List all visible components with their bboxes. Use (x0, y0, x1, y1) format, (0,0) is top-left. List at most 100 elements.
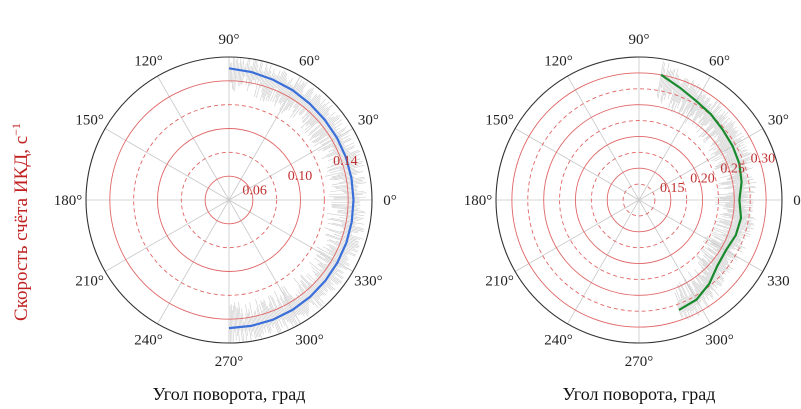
raw-data-stroke (285, 81, 305, 111)
raw-data-stroke (717, 178, 754, 186)
raw-data-stroke (283, 307, 294, 327)
raw-data-stroke (345, 216, 362, 220)
raw-data-stroke (332, 222, 365, 231)
raw-data-stroke (719, 219, 754, 230)
angle-tick-label: 240° (134, 332, 163, 348)
raw-data-stroke (698, 103, 711, 119)
raw-data-stroke (272, 72, 287, 103)
raw-data-stroke (234, 302, 237, 341)
raw-data-stroke (245, 304, 252, 341)
raw-data-stroke (680, 298, 687, 312)
raw-data-stroke (341, 187, 358, 190)
raw-data-stroke (672, 81, 680, 102)
radial-tick-label: 0.06 (242, 184, 267, 199)
angle-tick-label: 60° (709, 54, 730, 70)
raw-data-stroke (314, 123, 335, 138)
raw-data-stroke (660, 68, 666, 89)
raw-data-stroke (329, 173, 358, 181)
raw-data-stroke (704, 111, 726, 133)
raw-data-stroke (723, 158, 752, 170)
raw-data-stroke (287, 83, 299, 101)
raw-data-stroke (691, 98, 711, 125)
raw-data-stroke (327, 263, 343, 274)
raw-data-stroke (334, 243, 351, 252)
angle-tick-label: 240° (544, 332, 573, 348)
angular-gridline (567, 75, 640, 201)
raw-data-stroke (718, 176, 752, 184)
polar-frame (495, 56, 783, 344)
angular-gridline (638, 128, 764, 201)
angle-tick-label: 90° (629, 32, 650, 48)
raw-data-stroke (657, 62, 665, 99)
raw-data-stroke (338, 247, 357, 256)
raw-data-stroke (297, 290, 310, 306)
raw-data-stroke (236, 57, 239, 80)
raw-data-stroke (245, 313, 249, 331)
raw-data-stroke (681, 85, 694, 112)
raw-data-stroke (721, 234, 740, 243)
raw-data-stroke (732, 219, 754, 225)
raw-data-stroke (331, 157, 354, 166)
raw-data-stroke (331, 129, 346, 139)
raw-data-stroke (235, 306, 238, 337)
raw-data-stroke (312, 270, 336, 291)
raw-data-stroke (247, 66, 252, 92)
raw-data-stroke (292, 91, 313, 118)
raw-data-stroke (335, 147, 355, 156)
raw-data-stroke (340, 230, 352, 235)
raw-data-stroke (313, 281, 324, 291)
raw-data-stroke (316, 246, 350, 265)
angle-tick-label: 60° (299, 54, 320, 70)
raw-data-stroke (698, 114, 721, 138)
raw-data-stroke (714, 116, 728, 129)
raw-data-stroke (698, 105, 708, 118)
raw-data-stroke (668, 75, 680, 108)
raw-data-stroke (721, 241, 743, 253)
radial-gridline (606, 167, 672, 233)
raw-data-stroke (332, 153, 357, 164)
raw-data-stroke (250, 315, 256, 339)
raw-data-stroke (305, 275, 327, 296)
raw-data-stroke (702, 257, 723, 277)
raw-data-stroke (323, 135, 350, 150)
raw-data-stroke (664, 69, 671, 96)
raw-data-stroke (267, 70, 281, 102)
raw-data-stroke (282, 84, 293, 103)
raw-data-stroke (339, 240, 359, 249)
raw-data-stroke (664, 70, 672, 100)
raw-data-stroke (707, 248, 729, 264)
raw-data-stroke (698, 260, 723, 285)
raw-data-stroke (656, 61, 664, 97)
raw-data-stroke (715, 195, 748, 198)
raw-data-stroke (701, 267, 719, 286)
raw-data-stroke (263, 299, 274, 329)
raw-data-stroke (330, 218, 365, 225)
raw-data-stroke (734, 185, 755, 189)
angle-tick-label: 330 (767, 274, 790, 290)
raw-data-stroke (695, 100, 705, 115)
raw-data-stroke (298, 93, 317, 116)
raw-data-stroke (324, 227, 364, 240)
raw-data-stroke (236, 308, 240, 342)
raw-data-stroke (710, 232, 746, 249)
raw-data-stroke (298, 285, 315, 306)
radial-tick-label: 0.25 (720, 162, 745, 177)
raw-data-stroke (311, 115, 339, 136)
raw-data-stroke (330, 203, 361, 206)
raw-data-stroke (668, 68, 676, 92)
raw-data-stroke (269, 308, 279, 334)
raw-data-stroke (725, 180, 751, 186)
raw-data-stroke (288, 81, 308, 111)
raw-data-stroke (716, 223, 751, 235)
raw-data-stroke (316, 254, 338, 268)
raw-data-stroke (283, 84, 301, 112)
raw-data-stroke (678, 79, 694, 114)
raw-data-stroke (704, 247, 731, 266)
raw-data-stroke (343, 229, 359, 234)
raw-data-stroke (712, 234, 742, 250)
raw-data-stroke (328, 229, 361, 240)
raw-data-stroke (326, 233, 360, 246)
raw-data-stroke (307, 273, 328, 293)
raw-data-stroke (330, 201, 360, 204)
raw-data-stroke (699, 248, 730, 273)
